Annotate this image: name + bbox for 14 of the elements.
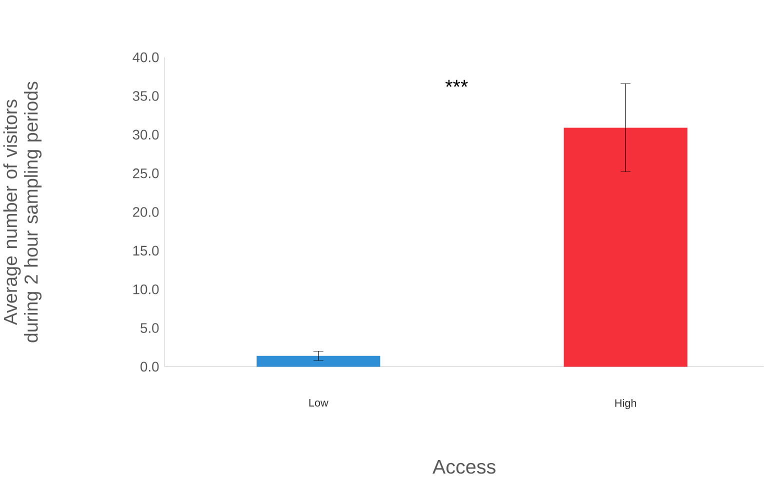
y-tick-label: 15.0	[133, 246, 159, 256]
y-tick-label: 35.0	[132, 91, 159, 101]
y-tick-label: 25.0	[133, 168, 159, 178]
x-tick-label: High	[615, 398, 636, 410]
annotation: ***	[445, 80, 468, 87]
x-tick-label: Low	[309, 398, 328, 407]
y-tick-label: 30.0	[132, 130, 159, 140]
y-tick-label: 40.0	[132, 52, 159, 62]
y-tick-label: 0.0	[140, 362, 159, 372]
y-axis-title: Average number of visitors during 2 hour sampling periods	[3, 82, 42, 342]
x-axis-title: Access	[432, 460, 496, 474]
y-tick-label: 10.0	[133, 284, 159, 294]
y-tick-label: 5.0	[140, 323, 159, 333]
y-tick-label: 20.0	[133, 207, 159, 217]
